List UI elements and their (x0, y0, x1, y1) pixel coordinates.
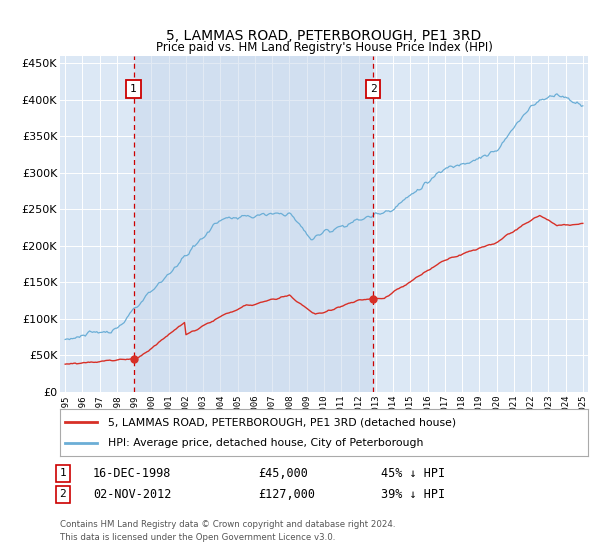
Text: 5, LAMMAS ROAD, PETERBOROUGH, PE1 3RD: 5, LAMMAS ROAD, PETERBOROUGH, PE1 3RD (166, 29, 482, 44)
Text: This data is licensed under the Open Government Licence v3.0.: This data is licensed under the Open Gov… (60, 533, 335, 542)
Text: Contains HM Land Registry data © Crown copyright and database right 2024.: Contains HM Land Registry data © Crown c… (60, 520, 395, 529)
Bar (134, 56, 373, 392)
Text: 45% ↓ HPI: 45% ↓ HPI (381, 466, 445, 480)
Text: 02-NOV-2012: 02-NOV-2012 (93, 488, 172, 501)
Text: 1: 1 (130, 84, 137, 94)
Text: 5, LAMMAS ROAD, PETERBOROUGH, PE1 3RD (detached house): 5, LAMMAS ROAD, PETERBOROUGH, PE1 3RD (d… (107, 417, 455, 427)
Text: 1: 1 (59, 468, 67, 478)
Text: Price paid vs. HM Land Registry's House Price Index (HPI): Price paid vs. HM Land Registry's House … (155, 41, 493, 54)
Text: HPI: Average price, detached house, City of Peterborough: HPI: Average price, detached house, City… (107, 438, 423, 448)
Text: 2: 2 (59, 489, 67, 500)
Text: £45,000: £45,000 (258, 466, 308, 480)
Text: 16-DEC-1998: 16-DEC-1998 (93, 466, 172, 480)
Text: 39% ↓ HPI: 39% ↓ HPI (381, 488, 445, 501)
Text: 2: 2 (370, 84, 376, 94)
Text: £127,000: £127,000 (258, 488, 315, 501)
